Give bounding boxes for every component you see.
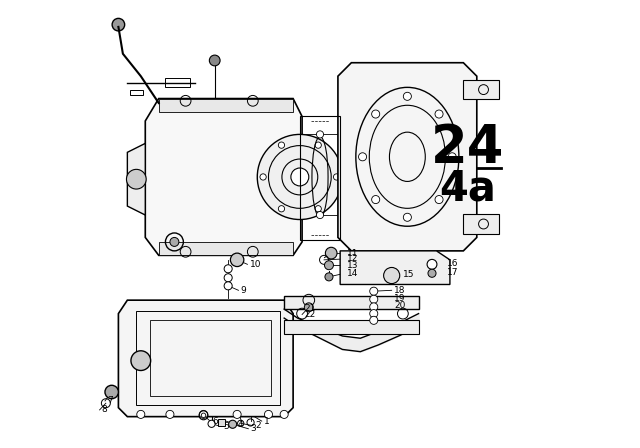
Circle shape xyxy=(370,287,378,295)
Text: 21: 21 xyxy=(305,304,316,313)
Text: 12: 12 xyxy=(347,254,358,263)
Circle shape xyxy=(324,261,333,270)
Circle shape xyxy=(278,142,285,148)
Circle shape xyxy=(325,273,333,281)
Text: 19: 19 xyxy=(394,294,405,303)
Circle shape xyxy=(370,295,378,303)
Text: 18: 18 xyxy=(394,286,405,295)
Circle shape xyxy=(427,259,437,269)
Text: 16: 16 xyxy=(447,259,458,268)
Circle shape xyxy=(105,385,118,399)
Text: 15: 15 xyxy=(403,270,414,279)
Polygon shape xyxy=(284,296,419,309)
Circle shape xyxy=(257,134,342,220)
Text: 20: 20 xyxy=(394,302,405,310)
Text: 3: 3 xyxy=(251,424,256,433)
Circle shape xyxy=(403,92,412,100)
Polygon shape xyxy=(338,63,477,251)
Circle shape xyxy=(315,142,321,148)
Circle shape xyxy=(166,410,174,418)
Circle shape xyxy=(435,110,443,118)
Circle shape xyxy=(372,110,380,118)
Circle shape xyxy=(278,206,285,212)
Circle shape xyxy=(403,213,412,221)
Circle shape xyxy=(224,282,232,290)
Circle shape xyxy=(170,237,179,246)
Polygon shape xyxy=(118,300,293,417)
Text: 2: 2 xyxy=(255,421,260,430)
Circle shape xyxy=(137,410,145,418)
Circle shape xyxy=(358,153,367,161)
Circle shape xyxy=(208,420,215,427)
Text: 4a: 4a xyxy=(440,167,496,209)
Circle shape xyxy=(131,351,150,370)
Polygon shape xyxy=(159,242,293,255)
Text: 17: 17 xyxy=(447,268,458,277)
Circle shape xyxy=(224,274,232,282)
Bar xyxy=(165,78,190,87)
Circle shape xyxy=(448,153,456,161)
Circle shape xyxy=(230,253,244,267)
Bar xyxy=(218,419,225,426)
Text: 10: 10 xyxy=(250,260,261,269)
Circle shape xyxy=(224,265,232,273)
Text: 9: 9 xyxy=(241,286,246,295)
Circle shape xyxy=(435,195,443,203)
Text: 24: 24 xyxy=(431,122,504,174)
Text: 11: 11 xyxy=(347,249,358,258)
Polygon shape xyxy=(463,214,499,234)
Circle shape xyxy=(428,269,436,277)
Text: 13: 13 xyxy=(347,261,358,270)
Circle shape xyxy=(291,168,309,186)
Text: 1: 1 xyxy=(264,417,269,426)
Circle shape xyxy=(127,169,146,189)
Polygon shape xyxy=(284,320,419,334)
Polygon shape xyxy=(159,99,293,112)
Polygon shape xyxy=(463,80,499,99)
Circle shape xyxy=(372,195,380,203)
Circle shape xyxy=(264,410,273,418)
Polygon shape xyxy=(340,251,450,284)
Circle shape xyxy=(233,410,241,418)
Circle shape xyxy=(201,413,206,418)
Circle shape xyxy=(383,267,400,284)
Circle shape xyxy=(315,206,321,212)
Circle shape xyxy=(209,55,220,66)
Text: 5: 5 xyxy=(224,422,229,431)
Circle shape xyxy=(370,303,378,311)
Circle shape xyxy=(200,410,207,418)
Text: 8: 8 xyxy=(102,405,108,414)
Circle shape xyxy=(112,18,125,31)
Circle shape xyxy=(325,247,337,259)
Polygon shape xyxy=(145,99,302,255)
Text: 4: 4 xyxy=(238,420,244,429)
Circle shape xyxy=(370,310,378,318)
Circle shape xyxy=(260,174,266,180)
Circle shape xyxy=(316,131,324,138)
Text: 6: 6 xyxy=(212,417,218,426)
Circle shape xyxy=(304,303,314,312)
Bar xyxy=(130,90,143,95)
Text: 14: 14 xyxy=(347,269,358,278)
Circle shape xyxy=(280,410,288,418)
Text: 22: 22 xyxy=(305,310,316,319)
Circle shape xyxy=(370,316,378,324)
Text: 7: 7 xyxy=(108,396,113,405)
Circle shape xyxy=(333,174,340,180)
Circle shape xyxy=(228,420,237,428)
Polygon shape xyxy=(127,143,145,215)
Circle shape xyxy=(316,211,324,219)
